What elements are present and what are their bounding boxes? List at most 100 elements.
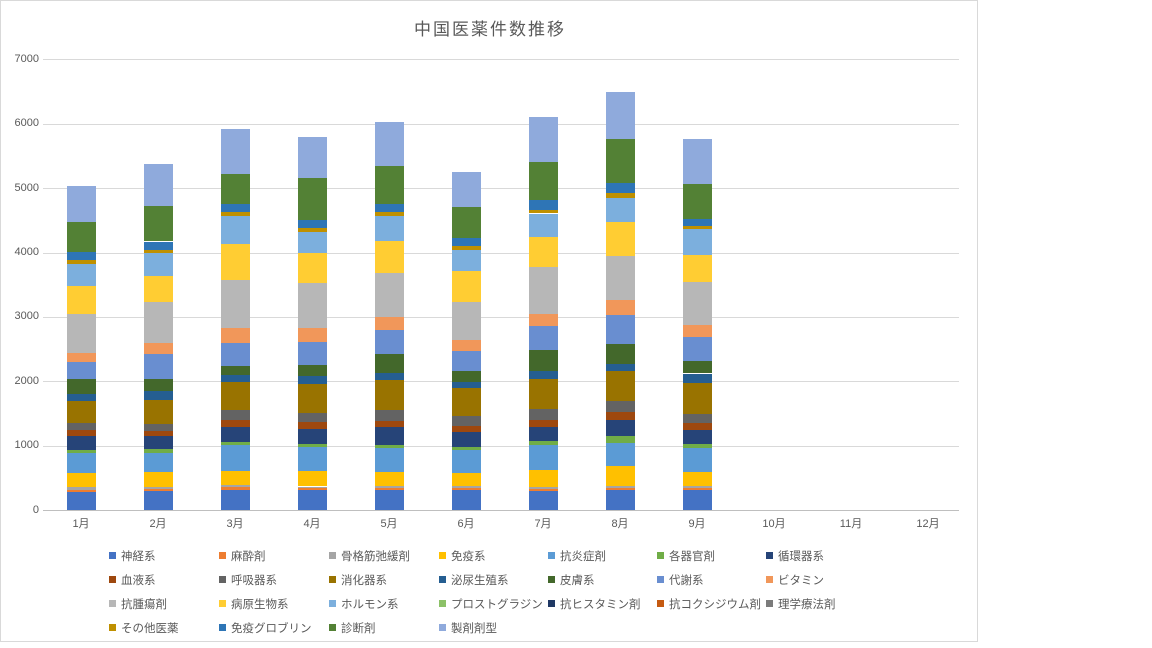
bar-segment-麻酔剤[interactable]: [528, 489, 558, 491]
bar-segment-病原生物系[interactable]: [220, 244, 250, 280]
bar-segment-ビタミン[interactable]: [220, 328, 250, 343]
bar-segment-代謝系[interactable]: [66, 362, 96, 380]
bar-segment-血液系[interactable]: [605, 412, 635, 420]
legend-item-理学療法剤[interactable]: 理学療法剤: [766, 595, 836, 611]
bar-segment-病原生物系[interactable]: [374, 240, 404, 273]
bar-segment-ホルモン系[interactable]: [605, 198, 635, 222]
bar-segment-抗炎症剤[interactable]: [220, 445, 250, 472]
bar-segment-消化器系[interactable]: [220, 382, 250, 411]
bar-segment-皮膚系[interactable]: [220, 365, 250, 376]
legend-item-病原生物系[interactable]: 病原生物系: [219, 595, 289, 611]
bar-segment-呼吸器系[interactable]: [66, 422, 96, 430]
bar-segment-消化器系[interactable]: [682, 383, 712, 415]
bar-segment-神経系[interactable]: [143, 490, 173, 510]
bar-segment-代謝系[interactable]: [220, 342, 250, 366]
bar-segment-代謝系[interactable]: [528, 325, 558, 350]
bar-segment-病原生物系[interactable]: [297, 252, 327, 284]
bar-segment-診断剤[interactable]: [451, 207, 481, 238]
bar-segment-診断剤[interactable]: [143, 206, 173, 242]
bar-segment-麻酔剤[interactable]: [143, 489, 173, 491]
bar-segment-その他医薬[interactable]: [682, 225, 712, 230]
bar-segment-循環器系[interactable]: [374, 426, 404, 445]
bar-segment-泌尿生殖系[interactable]: [297, 376, 327, 384]
bar-segment-製剤剤型[interactable]: [143, 163, 173, 207]
bar-segment-骨格筋弛緩剤[interactable]: [297, 486, 327, 489]
bar-segment-免疫系[interactable]: [682, 471, 712, 486]
bar-segment-循環器系[interactable]: [143, 435, 173, 450]
bar-segment-ホルモン系[interactable]: [374, 216, 404, 241]
bar-segment-骨格筋弛緩剤[interactable]: [220, 485, 250, 488]
bar-segment-皮膚系[interactable]: [528, 349, 558, 372]
bar-segment-製剤剤型[interactable]: [220, 128, 250, 174]
legend-item-神経系[interactable]: 神経系: [109, 547, 156, 563]
bar-segment-血液系[interactable]: [297, 422, 327, 429]
bar-segment-麻酔剤[interactable]: [682, 488, 712, 490]
bar-segment-免疫系[interactable]: [451, 472, 481, 486]
bar-segment-ホルモン系[interactable]: [66, 263, 96, 286]
bar-segment-抗炎症剤[interactable]: [374, 447, 404, 472]
bar-segment-呼吸器系[interactable]: [528, 408, 558, 421]
bar-segment-診断剤[interactable]: [528, 162, 558, 200]
bar-segment-神経系[interactable]: [451, 489, 481, 510]
bar-segment-ビタミン[interactable]: [374, 317, 404, 331]
bar-segment-泌尿生殖系[interactable]: [682, 373, 712, 384]
bar-segment-抗腫瘍剤[interactable]: [682, 282, 712, 325]
bar-segment-その他医薬[interactable]: [605, 192, 635, 199]
bar-segment-皮膚系[interactable]: [682, 361, 712, 374]
bar-segment-呼吸器系[interactable]: [374, 409, 404, 422]
bar-segment-ビタミン[interactable]: [682, 324, 712, 337]
bar-segment-呼吸器系[interactable]: [682, 414, 712, 424]
bar-segment-抗炎症剤[interactable]: [528, 445, 558, 471]
bar-segment-製剤剤型[interactable]: [605, 92, 635, 140]
bar-segment-病原生物系[interactable]: [451, 270, 481, 303]
legend-item-泌尿生殖系[interactable]: 泌尿生殖系: [439, 571, 509, 587]
bar-segment-その他医薬[interactable]: [451, 245, 481, 250]
bar-segment-免疫系[interactable]: [220, 471, 250, 486]
bar-segment-その他医薬[interactable]: [66, 260, 96, 264]
bar-segment-各器官剤[interactable]: [528, 441, 558, 446]
bar-segment-病原生物系[interactable]: [143, 275, 173, 303]
bar-segment-皮膚系[interactable]: [297, 364, 327, 377]
bar-segment-血液系[interactable]: [220, 420, 250, 427]
bar-segment-麻酔剤[interactable]: [605, 488, 635, 490]
bar-segment-神経系[interactable]: [682, 489, 712, 510]
bar-segment-製剤剤型[interactable]: [374, 121, 404, 167]
bar-segment-免疫系[interactable]: [297, 471, 327, 487]
bar-segment-骨格筋弛緩剤[interactable]: [451, 485, 481, 489]
bar-segment-骨格筋弛緩剤[interactable]: [682, 485, 712, 489]
bar-segment-各器官剤[interactable]: [374, 444, 404, 448]
bar-segment-呼吸器系[interactable]: [143, 424, 173, 432]
bar-segment-消化器系[interactable]: [605, 370, 635, 401]
bar-segment-ビタミン[interactable]: [451, 339, 481, 351]
bar-segment-免疫グロブリン[interactable]: [682, 219, 712, 226]
legend-item-その他医薬[interactable]: その他医薬: [109, 619, 179, 635]
bar-segment-免疫グロブリン[interactable]: [605, 182, 635, 193]
legend-item-消化器系[interactable]: 消化器系: [329, 571, 387, 587]
bar-segment-抗腫瘍剤[interactable]: [297, 283, 327, 329]
bar-segment-その他医薬[interactable]: [143, 249, 173, 254]
bar-segment-皮膚系[interactable]: [451, 370, 481, 383]
legend-item-抗炎症剤[interactable]: 抗炎症剤: [548, 547, 606, 563]
bar-segment-泌尿生殖系[interactable]: [605, 363, 635, 371]
bar-segment-血液系[interactable]: [374, 421, 404, 427]
bar-segment-抗炎症剤[interactable]: [297, 447, 327, 472]
bar-segment-各器官剤[interactable]: [605, 435, 635, 444]
bar-segment-神経系[interactable]: [374, 489, 404, 510]
bar-segment-その他医薬[interactable]: [220, 211, 250, 216]
bar-segment-各器官剤[interactable]: [143, 449, 173, 454]
legend-item-循環器系[interactable]: 循環器系: [766, 547, 824, 563]
bar-segment-麻酔剤[interactable]: [451, 488, 481, 490]
bar-segment-診断剤[interactable]: [374, 166, 404, 204]
bar-segment-製剤剤型[interactable]: [66, 186, 96, 223]
bar-segment-免疫系[interactable]: [374, 472, 404, 486]
bar-segment-骨格筋弛緩剤[interactable]: [374, 485, 404, 488]
bar-segment-抗腫瘍剤[interactable]: [143, 302, 173, 343]
bar-segment-麻酔剤[interactable]: [297, 488, 327, 491]
bar-segment-代謝系[interactable]: [605, 315, 635, 344]
legend-item-抗腫瘍剤[interactable]: 抗腫瘍剤: [109, 595, 167, 611]
bar-segment-病原生物系[interactable]: [66, 285, 96, 314]
bar-segment-抗腫瘍剤[interactable]: [528, 266, 558, 314]
bar-segment-消化器系[interactable]: [451, 387, 481, 417]
bar-segment-神経系[interactable]: [528, 490, 558, 510]
bar-segment-泌尿生殖系[interactable]: [451, 382, 481, 388]
